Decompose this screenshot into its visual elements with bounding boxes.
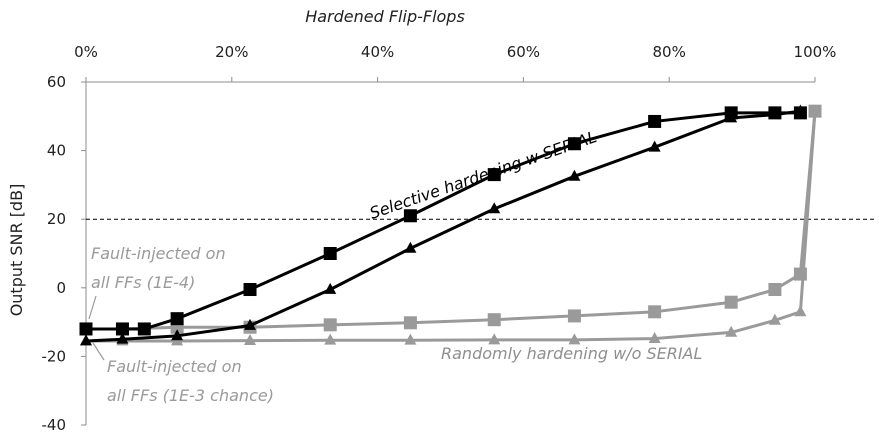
data-point-square [323,318,337,332]
data-point-square [403,316,417,330]
annotation-fault-1e4-leader [88,295,97,320]
y-tick-label: 20 [47,210,66,228]
data-point-triangle [648,331,661,343]
data-point-square [648,114,662,128]
x-ticks: 0% 20% 40% 60% 80% 100% [74,43,836,82]
data-point-square [648,305,662,319]
data-point-triangle [404,241,417,253]
series-selective_1e3 [80,104,807,346]
data-point-triangle [116,332,129,344]
series-selective_1e4 [79,106,807,336]
data-point-square [567,137,581,151]
data-point-square [403,209,417,223]
data-point-square [724,295,738,309]
data-point-triangle [404,333,417,345]
data-point-triangle [768,313,781,325]
series-random_1e3 [80,104,821,346]
data-point-triangle [568,333,581,345]
annotation-fault-1e3-line1: Fault-injected on [107,357,242,376]
data-point-triangle [80,334,92,346]
data-point-square [487,313,501,327]
data-point-square [170,312,184,326]
data-point-triangle [725,325,738,337]
x-tick-label: 60% [507,43,540,61]
data-point-triangle [809,104,821,116]
y-tick-label: 60 [47,73,66,91]
data-point-square [487,168,501,182]
data-point-triangle [725,111,738,123]
data-point-square [79,322,93,336]
data-point-triangle [324,282,337,294]
data-point-triangle [568,169,581,181]
x-tick-label: 0% [74,43,98,61]
y-tick-label: -40 [42,416,67,434]
x-tick-label: 100% [794,43,837,61]
series-random_1e4 [79,104,822,336]
data-point-triangle [648,140,661,152]
data-point-square [567,309,581,323]
data-point-triangle [244,318,257,330]
annotation-fault-1e4-line1: Fault-injected on [91,244,226,263]
y-tick-label: -20 [42,347,67,365]
y-axis-title: Output SNR [dB] [7,184,26,317]
data-point-triangle [488,202,501,214]
data-point-triangle [171,329,184,341]
data-point-triangle [244,334,257,346]
annotation-fault-1e3-leader [92,342,105,361]
annotation-selective: Selective hardening w SERIAL [367,127,599,223]
annotation-random: Randomly hardening w/o SERIAL [441,344,702,363]
data-point-triangle [794,104,807,116]
y-tick-label: 40 [47,142,66,160]
data-point-square [243,283,257,297]
data-point-square [115,322,129,336]
x-tick-label: 20% [215,43,248,61]
x-axis-title: Hardened Flip-Flops [305,7,465,26]
data-point-triangle [324,333,337,345]
x-tick-label: 40% [361,43,394,61]
x-tick-label: 80% [653,43,686,61]
annotation-fault-1e3-line2: all FFs (1E-3 chance) [107,386,274,405]
y-ticks: 60 40 20 0 -20 -40 [42,73,86,434]
annotation-fault-1e4-line2: all FFs (1E-4) [91,273,195,292]
data-point-triangle [794,305,807,317]
data-point-square [323,247,337,260]
data-point-square [137,322,151,336]
y-tick-label: 0 [56,279,66,297]
series-line [85,109,801,343]
series-line [86,111,817,331]
data-point-square [768,283,782,297]
data-point-triangle [488,333,501,345]
series-line [86,111,801,331]
series-layer [79,104,822,346]
data-point-triangle [768,107,781,119]
